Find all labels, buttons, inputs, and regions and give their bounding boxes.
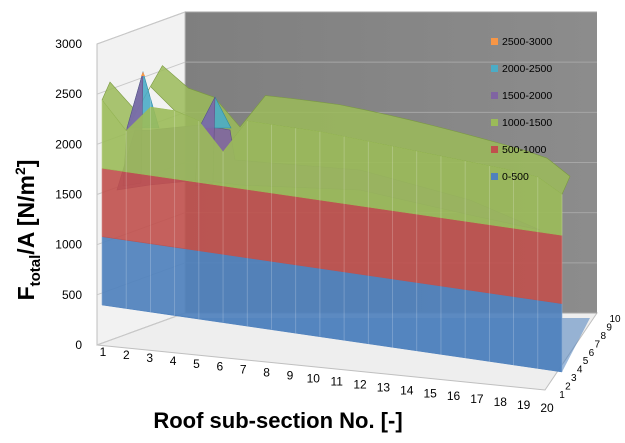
legend-label: 2000-2500	[502, 63, 552, 75]
y-tick-label: 1	[559, 390, 565, 401]
x-tick-label: 3	[146, 351, 153, 365]
x-tick-label: 6	[216, 360, 223, 374]
y-tick-label: 6	[589, 348, 595, 359]
x-tick-label: 16	[447, 389, 461, 403]
x-tick-label: 15	[423, 386, 437, 400]
legend-label: 1000-1500	[502, 117, 552, 129]
surface-band-1000-1500	[101, 99, 563, 236]
z-axis-label-sub: total	[27, 255, 44, 287]
surface	[101, 65, 590, 373]
legend-label: 2500-3000	[502, 36, 552, 48]
z-tick-label: 500	[62, 288, 82, 302]
z-axis-ticks: 0 500 1000 1500 2000 2500 3000	[55, 37, 82, 352]
z-tick-label: 2000	[55, 137, 82, 151]
x-tick-label: 2	[123, 348, 130, 362]
x-tick-label: 1	[100, 345, 107, 359]
legend-swatch	[491, 92, 498, 99]
x-tick-label: 14	[400, 383, 414, 397]
x-tick-label: 11	[330, 374, 343, 388]
z-axis-label-end: ]	[13, 160, 39, 168]
legend-swatch	[491, 65, 498, 72]
legend-label: 500-1000	[502, 144, 547, 156]
legend-label: 0-500	[502, 171, 529, 183]
z-axis-label-rest: /A [N/m	[13, 175, 39, 255]
z-axis-label: Ftotal/A [N/m2]	[12, 160, 44, 301]
legend-swatch	[491, 173, 498, 180]
legend: 2500-3000 2000-2500 1500-2000 1000-1500 500-…	[491, 36, 552, 183]
x-tick-label: 20	[540, 401, 554, 415]
x-tick-label: 10	[307, 372, 321, 386]
x-tick-label: 4	[170, 354, 177, 368]
y-tick-label: 3	[571, 373, 577, 384]
y-tick-label: 9	[606, 322, 612, 333]
y-tick-label: 7	[595, 339, 601, 350]
x-tick-label: 19	[517, 398, 531, 412]
gridline-side	[96, 312, 186, 346]
y-tick-label: 5	[583, 356, 589, 367]
x-tick-label: 8	[263, 366, 270, 380]
z-tick-label: 3000	[55, 37, 82, 51]
x-axis-label: Roof sub-section No. [-]	[153, 408, 402, 433]
x-tick-label: 13	[377, 380, 391, 394]
x-tick-label: 5	[193, 357, 200, 371]
gridline-side	[96, 11, 186, 45]
x-tick-label: 7	[240, 363, 247, 377]
z-tick-label: 0	[75, 338, 82, 352]
y-tick-label: 10	[609, 314, 621, 325]
legend-swatch	[491, 146, 498, 153]
y-tick-label: 2	[565, 382, 571, 393]
surface-peak-tip	[141, 72, 145, 76]
z-tick-label: 1500	[55, 188, 82, 202]
z-tick-label: 2500	[55, 87, 82, 101]
surface-floor-sheet	[102, 305, 590, 372]
z-axis-label-sup: 2	[12, 167, 28, 175]
x-tick-label: 12	[353, 377, 367, 391]
z-tick-label: 1000	[55, 238, 82, 252]
y-tick-label: 4	[577, 365, 583, 376]
y-tick-label: 8	[600, 331, 606, 342]
x-tick-label: 9	[287, 369, 294, 383]
legend-swatch	[491, 119, 498, 126]
legend-swatch	[491, 38, 498, 45]
x-axis-ticks: 1 2 3 4 5 6 7 8 9 10 11 12 13 14 15 16 17 18 19 20	[100, 345, 554, 415]
z-axis-label-main: F	[13, 286, 39, 300]
x-tick-label: 17	[470, 392, 484, 406]
legend-label: 1500-2000	[502, 90, 552, 102]
x-tick-label: 18	[494, 395, 508, 409]
